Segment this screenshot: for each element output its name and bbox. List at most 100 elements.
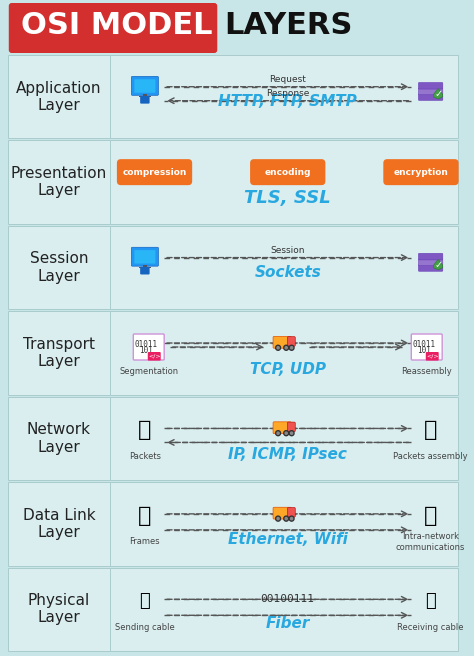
Text: 🏪: 🏪	[424, 420, 438, 440]
FancyBboxPatch shape	[8, 312, 457, 395]
Circle shape	[291, 346, 292, 349]
Circle shape	[277, 432, 279, 434]
Text: encoding: encoding	[264, 168, 311, 176]
FancyBboxPatch shape	[426, 352, 439, 361]
FancyBboxPatch shape	[250, 159, 325, 185]
Text: ✓: ✓	[434, 260, 442, 270]
Text: Intra-network
communications: Intra-network communications	[396, 532, 465, 552]
Text: Receiving cable: Receiving cable	[397, 623, 464, 632]
FancyBboxPatch shape	[411, 334, 442, 360]
Circle shape	[284, 345, 289, 350]
Circle shape	[276, 516, 281, 521]
Text: 🔌: 🔌	[139, 592, 150, 610]
Text: Sockets: Sockets	[255, 265, 321, 280]
Circle shape	[289, 345, 294, 350]
FancyBboxPatch shape	[419, 88, 443, 95]
Circle shape	[284, 516, 289, 521]
Circle shape	[291, 518, 292, 520]
Text: Packets: Packets	[129, 452, 161, 461]
Text: IP, ICMP, IPsec: IP, ICMP, IPsec	[228, 447, 347, 462]
Text: Sending cable: Sending cable	[115, 623, 175, 632]
Text: 📦: 📦	[138, 420, 152, 440]
Circle shape	[277, 518, 279, 520]
Text: ✓: ✓	[434, 89, 442, 99]
Text: Presentation
Layer: Presentation Layer	[11, 166, 107, 198]
FancyBboxPatch shape	[117, 159, 192, 185]
Text: 📡: 📡	[424, 506, 438, 526]
Circle shape	[289, 431, 294, 436]
Text: TLS, SSL: TLS, SSL	[245, 189, 331, 207]
Text: Response: Response	[266, 89, 310, 98]
Text: Application
Layer: Application Layer	[16, 81, 102, 113]
Text: </>: </>	[426, 354, 438, 359]
Text: OSI MODEL: OSI MODEL	[21, 10, 213, 39]
FancyBboxPatch shape	[8, 397, 457, 480]
FancyBboxPatch shape	[134, 79, 155, 92]
FancyBboxPatch shape	[8, 567, 457, 651]
Bar	[138, 267, 151, 268]
FancyBboxPatch shape	[140, 267, 150, 274]
FancyBboxPatch shape	[419, 83, 443, 89]
FancyBboxPatch shape	[8, 55, 457, 138]
Text: Segmentation: Segmentation	[119, 367, 178, 375]
Polygon shape	[434, 89, 443, 99]
FancyBboxPatch shape	[287, 337, 295, 346]
Text: Packets assembly: Packets assembly	[393, 452, 468, 461]
Polygon shape	[434, 260, 443, 270]
Text: Ethernet, Wifi: Ethernet, Wifi	[228, 533, 347, 547]
FancyBboxPatch shape	[287, 422, 295, 432]
FancyBboxPatch shape	[419, 259, 443, 266]
Circle shape	[277, 346, 279, 349]
FancyBboxPatch shape	[419, 94, 443, 100]
Bar	[143, 264, 147, 268]
Text: 01011: 01011	[412, 340, 436, 349]
Text: Session: Session	[271, 246, 305, 255]
Text: Fiber: Fiber	[265, 616, 310, 631]
Text: Request: Request	[269, 75, 306, 84]
Text: HTTP, FTP, SMTP: HTTP, FTP, SMTP	[219, 94, 357, 109]
FancyBboxPatch shape	[134, 250, 155, 264]
Text: </>: </>	[148, 354, 161, 359]
FancyBboxPatch shape	[131, 247, 158, 266]
FancyBboxPatch shape	[419, 253, 443, 260]
Text: 🔌: 🔌	[425, 592, 436, 610]
Bar	[138, 96, 151, 98]
FancyBboxPatch shape	[133, 334, 164, 360]
FancyBboxPatch shape	[273, 507, 291, 519]
Text: 01011: 01011	[134, 340, 157, 349]
Text: Network
Layer: Network Layer	[27, 422, 91, 455]
Circle shape	[289, 516, 294, 521]
Text: LAYERS: LAYERS	[224, 10, 352, 39]
FancyBboxPatch shape	[148, 352, 161, 361]
FancyBboxPatch shape	[8, 140, 457, 224]
FancyBboxPatch shape	[9, 3, 217, 53]
Circle shape	[276, 345, 281, 350]
FancyBboxPatch shape	[419, 264, 443, 272]
Circle shape	[284, 431, 289, 436]
Circle shape	[285, 432, 287, 434]
Circle shape	[285, 518, 287, 520]
Text: 101: 101	[139, 346, 153, 355]
Text: Physical
Layer: Physical Layer	[28, 593, 90, 625]
Text: 00100111: 00100111	[261, 594, 315, 604]
Text: Data Link
Layer: Data Link Layer	[23, 508, 95, 540]
Text: Session
Layer: Session Layer	[30, 251, 88, 284]
Circle shape	[276, 431, 281, 436]
FancyBboxPatch shape	[140, 96, 150, 104]
FancyBboxPatch shape	[287, 508, 295, 517]
FancyBboxPatch shape	[273, 337, 291, 348]
Text: Frames: Frames	[129, 537, 160, 546]
FancyBboxPatch shape	[131, 76, 158, 95]
Text: compression: compression	[122, 168, 187, 176]
Circle shape	[291, 432, 292, 434]
Text: Transport
Layer: Transport Layer	[23, 337, 95, 369]
FancyBboxPatch shape	[8, 226, 457, 309]
Bar	[143, 94, 147, 97]
Text: 101: 101	[417, 346, 431, 355]
Circle shape	[285, 346, 287, 349]
Text: TCP, UDP: TCP, UDP	[250, 361, 326, 377]
Text: encryption: encryption	[393, 168, 448, 176]
FancyBboxPatch shape	[273, 422, 291, 434]
Text: Reassembly: Reassembly	[401, 367, 452, 375]
FancyBboxPatch shape	[8, 482, 457, 565]
